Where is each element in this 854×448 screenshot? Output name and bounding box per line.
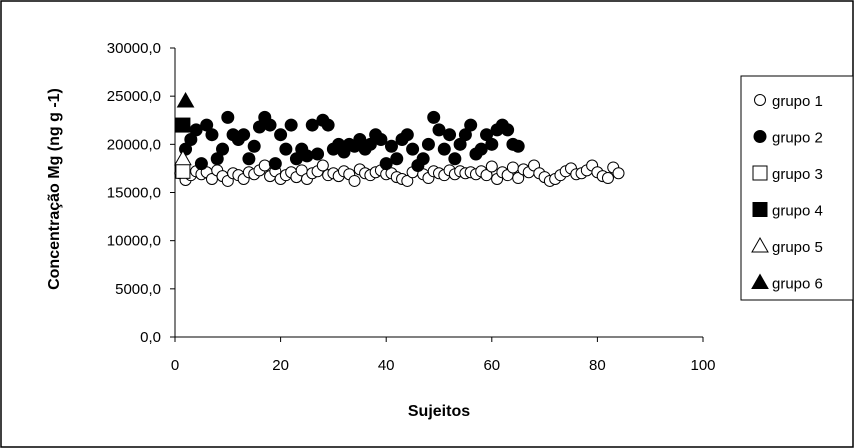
series-6-points bbox=[176, 91, 195, 108]
data-point bbox=[247, 139, 261, 153]
data-point bbox=[384, 139, 398, 153]
data-point bbox=[432, 123, 446, 137]
legend-marker bbox=[753, 130, 767, 143]
data-point bbox=[237, 128, 251, 142]
legend-marker bbox=[754, 94, 766, 106]
data-point bbox=[400, 128, 414, 142]
y-axis-title: Concentração Mg (ng g -1) bbox=[46, 88, 63, 290]
x-tick-label: 0 bbox=[171, 357, 179, 374]
data-point bbox=[448, 152, 462, 166]
data-point bbox=[279, 142, 293, 156]
data-point bbox=[205, 128, 219, 142]
legend-marker bbox=[751, 236, 769, 253]
data-point bbox=[401, 174, 414, 187]
data-point bbox=[437, 142, 451, 156]
data-point bbox=[242, 152, 256, 166]
data-point bbox=[421, 137, 435, 151]
data-point bbox=[175, 117, 191, 133]
legend: grupo 1 grupo 2 grupo 3 grupo 4 grupo 5 grupo… bbox=[740, 75, 854, 301]
legend-label: grupo 6 bbox=[772, 276, 823, 293]
y-axis-ticks: 0,0 5000,0 10000,0 15000,0 20000,0 25000,0 300… bbox=[107, 40, 175, 346]
y-tick-label: 25000,0 bbox=[107, 88, 161, 105]
y-tick-label: 0,0 bbox=[140, 329, 161, 346]
data-point bbox=[464, 118, 478, 132]
data-point bbox=[406, 142, 420, 156]
data-point bbox=[305, 118, 319, 132]
data-point bbox=[374, 133, 388, 147]
data-point bbox=[321, 118, 335, 132]
legend-marker bbox=[752, 165, 768, 181]
data-point bbox=[221, 110, 235, 124]
data-point bbox=[501, 123, 515, 137]
data-point bbox=[612, 167, 625, 180]
data-point bbox=[427, 110, 441, 124]
x-tick-label: 20 bbox=[272, 357, 289, 374]
series-3-points bbox=[175, 163, 191, 179]
legend-label: grupo 5 bbox=[772, 239, 823, 256]
x-tick-label: 60 bbox=[483, 357, 500, 374]
y-tick-label: 20000,0 bbox=[107, 136, 161, 153]
x-tick-label: 40 bbox=[378, 357, 395, 374]
x-tick-label: 80 bbox=[589, 357, 606, 374]
data-points bbox=[174, 91, 625, 187]
y-tick-label: 30000,0 bbox=[107, 40, 161, 57]
y-tick-label: 15000,0 bbox=[107, 185, 161, 202]
data-point bbox=[194, 157, 208, 171]
series-2-points bbox=[179, 110, 525, 173]
data-point bbox=[601, 172, 614, 185]
data-point bbox=[284, 118, 298, 132]
data-point bbox=[443, 128, 457, 142]
y-tick-label: 5000,0 bbox=[115, 281, 161, 298]
data-point bbox=[300, 149, 314, 163]
data-point bbox=[174, 149, 192, 166]
data-point bbox=[216, 142, 230, 156]
data-point bbox=[480, 169, 493, 182]
series-4-points bbox=[175, 117, 191, 133]
legend-label: grupo 1 bbox=[772, 93, 823, 110]
legend-marker bbox=[752, 202, 768, 217]
legend-label: grupo 4 bbox=[772, 203, 823, 220]
data-point bbox=[379, 157, 393, 171]
data-point bbox=[485, 160, 498, 173]
data-point bbox=[258, 159, 271, 172]
data-point bbox=[511, 139, 525, 153]
x-axis-title: Sujeitos bbox=[408, 403, 470, 420]
data-point bbox=[390, 152, 404, 166]
data-point bbox=[512, 172, 525, 185]
data-point bbox=[485, 137, 499, 151]
x-tick-label: 100 bbox=[690, 357, 715, 374]
data-point bbox=[348, 174, 361, 187]
legend-label: grupo 2 bbox=[772, 130, 823, 147]
data-point bbox=[263, 118, 277, 132]
data-point bbox=[311, 147, 325, 161]
series-5-points bbox=[174, 149, 192, 166]
legend-items: grupo 1 grupo 2 grupo 3 grupo 4 grupo 5 grupo… bbox=[751, 93, 823, 293]
x-axis-ticks: 0 20 40 60 80 100 bbox=[171, 337, 716, 374]
data-point bbox=[506, 161, 519, 174]
data-point bbox=[268, 157, 282, 171]
data-point bbox=[176, 91, 195, 108]
data-point bbox=[474, 142, 488, 156]
legend-marker bbox=[751, 273, 769, 289]
legend-label: grupo 3 bbox=[772, 166, 823, 183]
data-point bbox=[175, 163, 191, 179]
y-tick-label: 10000,0 bbox=[107, 233, 161, 250]
data-point bbox=[316, 159, 329, 172]
data-point bbox=[416, 152, 430, 166]
data-point bbox=[274, 128, 288, 142]
legend-box bbox=[740, 75, 854, 301]
series-1-points bbox=[174, 159, 625, 187]
